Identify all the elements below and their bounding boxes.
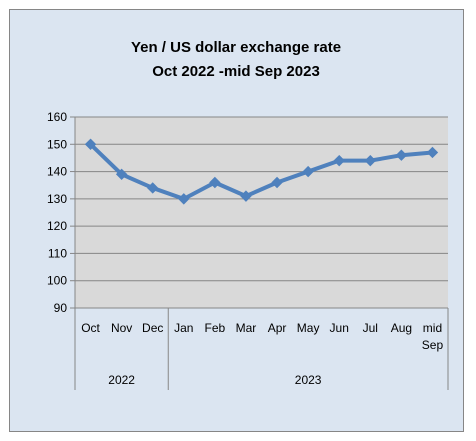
y-tick-label: 140 <box>47 165 67 179</box>
data-point-marker <box>426 146 439 159</box>
data-point-marker <box>333 154 345 167</box>
y-tick-label: 160 <box>47 110 67 124</box>
data-point-marker <box>178 193 190 205</box>
x-tick-label: Dec <box>142 321 163 335</box>
data-point-marker <box>115 168 128 181</box>
x-tick-label: Oct <box>81 321 100 335</box>
chart-subtitle: Oct 2022 -mid Sep 2023 <box>152 63 320 80</box>
data-point-marker <box>395 149 408 161</box>
data-point-marker <box>271 176 283 189</box>
year-group-label: 2023 <box>295 373 322 387</box>
plot-layer: 90 100 110 120 130 140 150 160 Oct Nov Dec Jan Feb Ma… <box>47 110 449 390</box>
y-tick-label: 120 <box>47 219 67 233</box>
data-point-marker <box>147 182 159 194</box>
x-tick-label-line: mid <box>423 321 442 335</box>
x-tick-label: Aug <box>391 321 412 335</box>
data-point-marker <box>364 154 376 167</box>
x-tick-label: Apr <box>268 321 287 335</box>
x-tick-label: Mar <box>236 321 257 335</box>
plot-background <box>75 117 448 308</box>
x-tick-label: mid Sep <box>422 321 444 352</box>
data-point-marker <box>302 165 314 178</box>
x-tick-label: Feb <box>205 321 226 335</box>
y-tick-label: 110 <box>48 246 67 260</box>
y-tick-label: 130 <box>47 192 67 206</box>
y-tick-label: 150 <box>47 137 67 151</box>
data-point-marker <box>209 176 221 189</box>
year-group-label: 2022 <box>108 373 135 387</box>
x-tick-label: Jun <box>330 321 349 335</box>
x-tick-label: Jul <box>363 321 378 335</box>
chart-title: Yen / US dollar exchange rate <box>131 39 341 56</box>
y-tick-label: 90 <box>54 301 68 315</box>
x-tick-label: May <box>297 321 320 335</box>
y-tick-label: 100 <box>47 274 67 288</box>
series-line <box>88 142 435 201</box>
x-tick-label-line: Sep <box>422 338 444 352</box>
data-point-marker <box>84 138 97 150</box>
x-tick-label: Jan <box>174 321 193 335</box>
data-point-marker <box>240 190 252 202</box>
x-tick-label: Nov <box>111 321 132 335</box>
